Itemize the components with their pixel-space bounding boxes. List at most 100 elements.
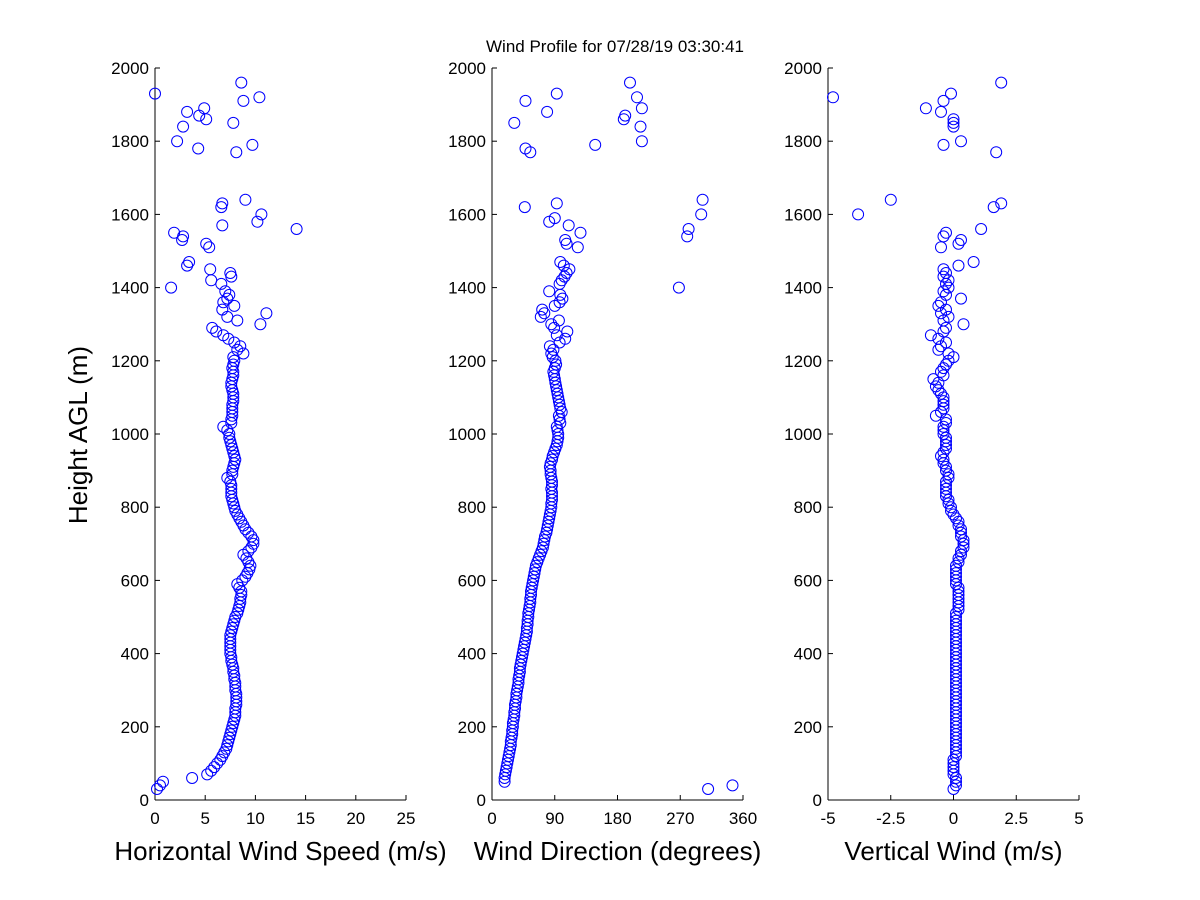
data-point [957, 318, 970, 331]
speed-y-tick-label: 0 [140, 791, 149, 810]
data-point [181, 105, 194, 118]
speed-x-tick-label: 15 [296, 809, 315, 828]
data-point [726, 779, 739, 792]
speed-y-tick-label: 200 [121, 718, 149, 737]
data-point [177, 120, 190, 133]
data-point [553, 296, 566, 309]
speed-y-tick-label: 1400 [111, 279, 149, 298]
data-point [554, 256, 567, 268]
data-point [955, 234, 967, 246]
vertical-x-tick-label: 5 [1074, 809, 1083, 828]
data-point [937, 263, 950, 276]
data-point [940, 460, 952, 473]
data-point [205, 764, 218, 777]
data-point [947, 508, 960, 521]
data-point [216, 197, 229, 210]
data-point [574, 226, 587, 239]
data-point [957, 537, 970, 550]
data-point [940, 435, 952, 448]
data-point [255, 208, 268, 221]
data-point [231, 343, 244, 356]
data-point [253, 91, 266, 104]
data-point [937, 270, 950, 283]
data-point [955, 292, 967, 305]
data-point [947, 113, 960, 126]
data-point [696, 193, 709, 206]
data-point [950, 611, 962, 623]
data-point [932, 299, 945, 312]
data-point [200, 237, 213, 250]
data-point [550, 329, 563, 342]
data-point [537, 537, 550, 550]
direction-x-tick-label: 0 [487, 809, 496, 828]
data-point [235, 76, 248, 89]
data-point [942, 281, 955, 294]
data-point [239, 193, 252, 206]
data-point [937, 453, 950, 466]
speed-x-tick-label: 25 [397, 809, 416, 828]
data-point [543, 285, 556, 298]
data-point [208, 761, 221, 774]
data-point [538, 307, 551, 320]
direction-y-tick-label: 200 [458, 718, 486, 737]
data-point [975, 223, 988, 235]
data-point [631, 91, 643, 104]
data-point [183, 256, 196, 268]
direction-y-tick-label: 800 [458, 498, 486, 517]
data-point [937, 94, 950, 107]
data-point [932, 384, 945, 397]
data-point [990, 146, 1003, 159]
data-point [557, 259, 570, 272]
vertical-y-tick-label: 1400 [784, 279, 822, 298]
data-point [950, 563, 962, 576]
vertical-y-tick-label: 1800 [784, 132, 822, 151]
data-point [240, 552, 253, 565]
data-point [634, 120, 647, 133]
data-point [589, 138, 602, 151]
data-point [924, 329, 937, 342]
speed-y-tick-label: 1600 [111, 205, 149, 224]
data-point [947, 783, 960, 795]
data-point [223, 288, 236, 301]
data-point [937, 138, 950, 151]
data-point [536, 303, 549, 316]
vertical-x-tick-label: 0 [949, 809, 958, 828]
speed-y-tick-label: 600 [121, 571, 149, 590]
data-point [952, 585, 965, 598]
direction-y-tick-label: 1000 [448, 425, 486, 444]
data-point [955, 545, 967, 558]
data-point [957, 541, 970, 554]
direction-y-tick-label: 1600 [448, 205, 486, 224]
speed-y-tick-label: 1200 [111, 352, 149, 371]
data-point [672, 281, 685, 294]
data-point [682, 223, 695, 235]
data-point [937, 230, 950, 243]
data-point [952, 581, 965, 594]
data-point [225, 482, 238, 495]
data-point [935, 105, 947, 118]
data-point [171, 135, 184, 148]
speed-x-tick-label: 20 [346, 809, 365, 828]
data-point [228, 336, 241, 349]
data-point [552, 314, 565, 327]
data-point [942, 471, 955, 484]
speed-y-tick-label: 400 [121, 645, 149, 664]
data-point [950, 567, 962, 580]
data-point [245, 530, 258, 543]
data-point [952, 259, 965, 272]
data-point [929, 380, 942, 393]
data-point [519, 142, 532, 155]
direction-y-tick-label: 1800 [448, 132, 486, 151]
data-point [952, 556, 965, 569]
data-point [217, 329, 230, 342]
data-point [937, 398, 950, 411]
data-point [550, 87, 563, 100]
data-point [151, 783, 163, 795]
speed-x-tick-label: 0 [150, 809, 159, 828]
data-point [230, 146, 243, 159]
data-point [624, 76, 636, 89]
direction-x-tick-label: 180 [603, 809, 631, 828]
data-point [562, 219, 575, 232]
